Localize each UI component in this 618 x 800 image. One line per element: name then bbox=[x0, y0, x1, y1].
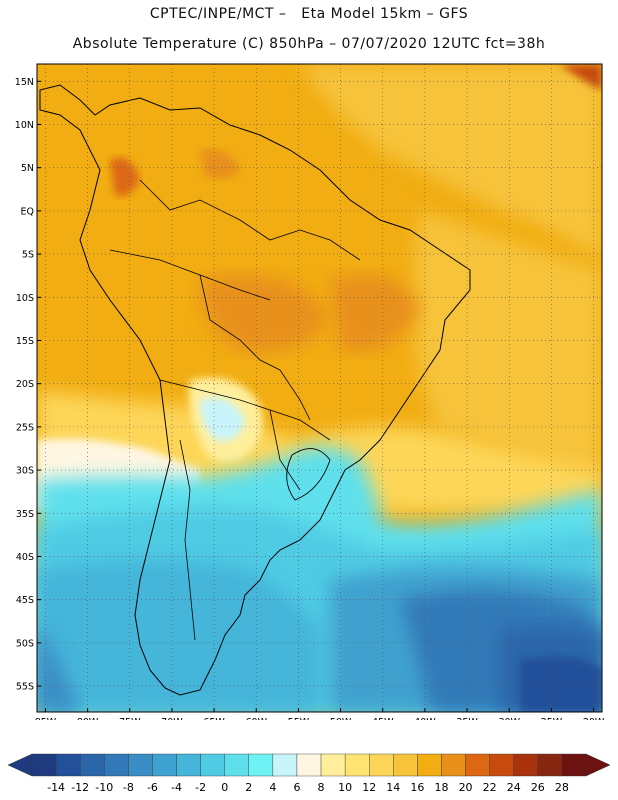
lon-label: 35W bbox=[456, 717, 478, 720]
colorbar-label: 22 bbox=[483, 781, 497, 794]
colorbar-cell bbox=[128, 753, 153, 777]
colorbar-label: -6 bbox=[147, 781, 158, 794]
lat-label: 10N bbox=[15, 120, 34, 131]
colorbar-cell bbox=[200, 753, 225, 777]
colorbar-label: 8 bbox=[318, 781, 325, 794]
colorbar-arrow-low bbox=[7, 753, 33, 777]
colorbar-label: 2 bbox=[245, 781, 252, 794]
title-line-2: Absolute Temperature (C) 850hPa – 07/07/… bbox=[72, 36, 546, 52]
colorbar-label: 24 bbox=[507, 781, 521, 794]
lat-label: 35S bbox=[16, 509, 34, 520]
colorbar-cell bbox=[320, 753, 346, 777]
colorbar-label: -12 bbox=[71, 781, 89, 794]
colorbar-cell bbox=[79, 753, 105, 777]
latitude-labels: 15N 10N 5N EQ 5S 10S 15S 20S 25S 30S 35S 40S 45S 50S 5… bbox=[15, 77, 34, 693]
colorbar-label: 12 bbox=[362, 781, 376, 794]
colorbar-cell bbox=[152, 753, 177, 777]
colorbar-label: 18 bbox=[434, 781, 448, 794]
title-line-1: CPTEC/INPE/MCT – Eta Model 15km – GFS bbox=[149, 6, 469, 22]
colorbar-cell bbox=[176, 753, 201, 777]
graticule bbox=[37, 64, 602, 712]
colorbar-label: -2 bbox=[195, 781, 206, 794]
colorbar-cell bbox=[417, 753, 442, 777]
lon-label: 60W bbox=[246, 717, 268, 720]
colorbar-label: 26 bbox=[531, 781, 545, 794]
lon-label: 80W bbox=[77, 717, 99, 720]
lon-label: 25W bbox=[541, 717, 563, 720]
colorbar-cell bbox=[513, 753, 539, 777]
colorbar-cell bbox=[393, 753, 418, 777]
lat-label: 50S bbox=[16, 638, 34, 649]
temperature-field bbox=[37, 64, 602, 712]
lat-label: 10S bbox=[16, 293, 34, 304]
colorbar-label: 4 bbox=[269, 781, 276, 794]
colorbar-cell bbox=[31, 753, 57, 777]
colorbar: -14 -12 -10 -8 -6 -4 -2 0 2 4 6 8 10 12 14 16 18 20 22 24 26… bbox=[7, 753, 611, 794]
colorbar-cell bbox=[296, 753, 322, 777]
colorbar-cell bbox=[489, 753, 514, 777]
lagoa-dos-patos-outline bbox=[286, 448, 331, 501]
colorbar-label: 10 bbox=[338, 781, 352, 794]
lat-label: 30S bbox=[16, 466, 34, 477]
colorbar-label: -4 bbox=[171, 781, 182, 794]
colorbar-label: -10 bbox=[95, 781, 113, 794]
colorbar-arrow-high bbox=[585, 753, 611, 777]
colorbar-label: 6 bbox=[293, 781, 300, 794]
lon-label: 20W bbox=[583, 717, 605, 720]
colorbar-label: 28 bbox=[555, 781, 569, 794]
colorbar-label: 0 bbox=[221, 781, 228, 794]
lat-label: 5S bbox=[22, 250, 34, 261]
colorbar-cell bbox=[537, 753, 563, 777]
lon-label: 85W bbox=[35, 717, 57, 720]
lat-label: 20S bbox=[16, 379, 34, 390]
colorbar-cell bbox=[224, 753, 249, 777]
temperature-map: 15N 10N 5N EQ 5S 10S 15S 20S 25S 30S 35S 40S 45S 50S 5… bbox=[15, 63, 605, 720]
lon-label: 50W bbox=[330, 717, 352, 720]
lon-label: 75W bbox=[119, 717, 141, 720]
lat-label: EQ bbox=[21, 206, 34, 217]
lon-label: 65W bbox=[203, 717, 225, 720]
lon-label: 45W bbox=[372, 717, 394, 720]
colorbar-label: 16 bbox=[410, 781, 424, 794]
colorbar-label: -8 bbox=[123, 781, 134, 794]
lat-label: 45S bbox=[16, 595, 34, 606]
colorbar-cell bbox=[344, 753, 370, 777]
lat-label: 25S bbox=[16, 422, 34, 433]
colorbar-cell bbox=[369, 753, 394, 777]
colorbar-cell bbox=[441, 753, 466, 777]
colorbar-label: -14 bbox=[47, 781, 65, 794]
lon-label: 40W bbox=[414, 717, 436, 720]
lon-label: 55W bbox=[288, 717, 310, 720]
lat-label: 5N bbox=[21, 163, 34, 174]
colorbar-label: 14 bbox=[386, 781, 400, 794]
colorbar-cell bbox=[248, 753, 274, 777]
country-borders bbox=[109, 179, 361, 641]
colorbar-label: 20 bbox=[459, 781, 473, 794]
lon-label: 30W bbox=[498, 717, 520, 720]
lon-label: 70W bbox=[161, 717, 183, 720]
colorbar-cell bbox=[55, 753, 81, 777]
colorbar-cell bbox=[465, 753, 490, 777]
colorbar-cell bbox=[104, 753, 129, 777]
colorbar-cell bbox=[272, 753, 298, 777]
lat-label: 15N bbox=[15, 77, 34, 88]
map-frame bbox=[36, 63, 603, 713]
lat-label: 40S bbox=[16, 552, 34, 563]
lat-label: 15S bbox=[16, 336, 34, 347]
colorbar-cell bbox=[561, 753, 587, 777]
lat-label: 55S bbox=[16, 682, 34, 693]
longitude-labels: 85W 80W 75W 70W 65W 60W 55W 50W 45W 40W 35W 30W 25W 2… bbox=[35, 717, 605, 720]
coastline bbox=[39, 84, 471, 696]
